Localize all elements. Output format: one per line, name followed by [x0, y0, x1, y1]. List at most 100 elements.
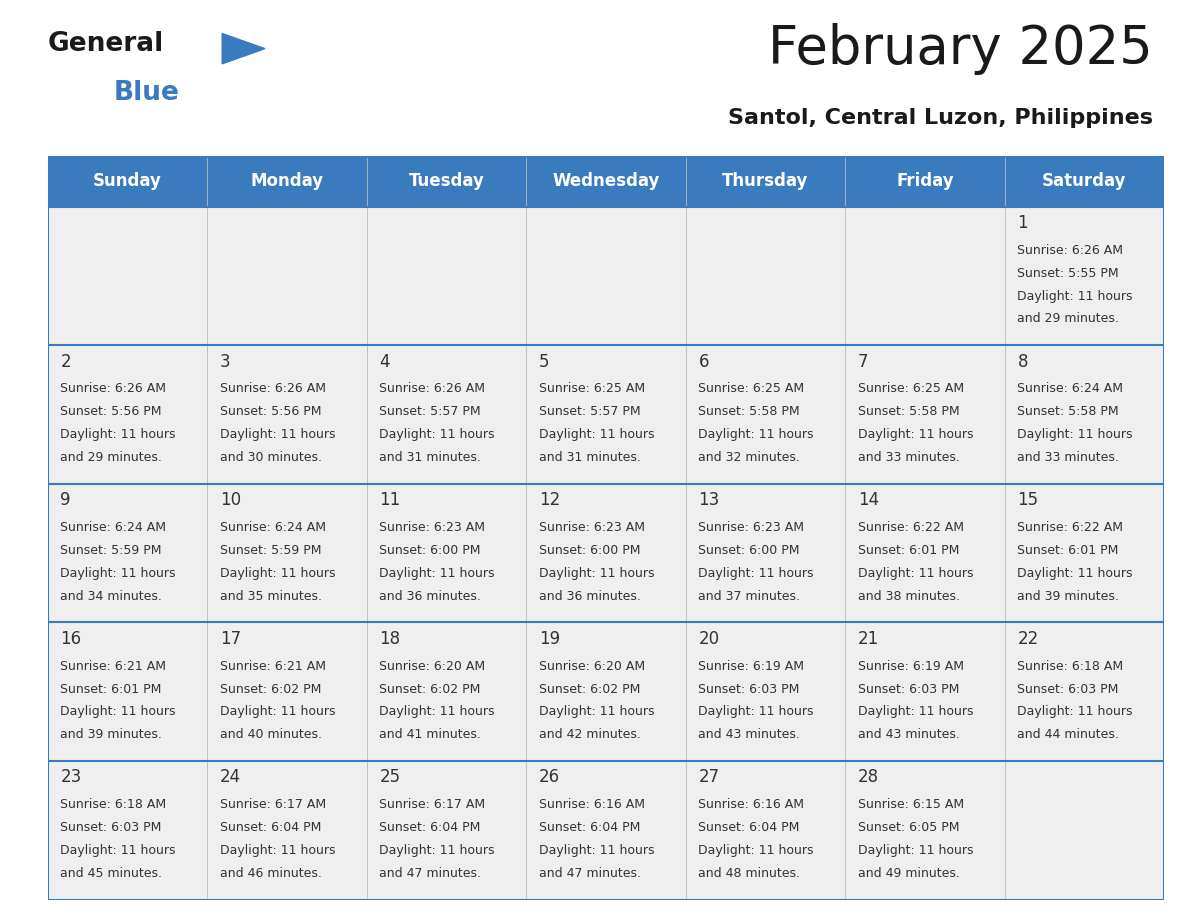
Text: Sunday: Sunday: [93, 173, 162, 190]
Text: Sunset: 6:03 PM: Sunset: 6:03 PM: [858, 683, 960, 696]
Text: 14: 14: [858, 491, 879, 509]
Text: Sunset: 6:00 PM: Sunset: 6:00 PM: [379, 544, 481, 557]
Text: Sunrise: 6:25 AM: Sunrise: 6:25 AM: [699, 383, 804, 396]
Text: and 33 minutes.: and 33 minutes.: [858, 451, 960, 465]
Text: and 48 minutes.: and 48 minutes.: [699, 867, 801, 879]
Text: Monday: Monday: [251, 173, 323, 190]
Text: Sunrise: 6:16 AM: Sunrise: 6:16 AM: [699, 799, 804, 812]
Text: 28: 28: [858, 768, 879, 787]
Text: Sunset: 5:58 PM: Sunset: 5:58 PM: [699, 406, 800, 419]
Text: Daylight: 11 hours: Daylight: 11 hours: [379, 428, 495, 442]
Text: and 47 minutes.: and 47 minutes.: [539, 867, 640, 879]
Text: Sunset: 5:56 PM: Sunset: 5:56 PM: [61, 406, 162, 419]
Text: Sunrise: 6:18 AM: Sunrise: 6:18 AM: [61, 799, 166, 812]
Text: Daylight: 11 hours: Daylight: 11 hours: [220, 566, 335, 580]
Text: Sunset: 6:03 PM: Sunset: 6:03 PM: [1017, 683, 1119, 696]
Text: 27: 27: [699, 768, 720, 787]
Bar: [48, 345, 1164, 484]
Text: Sunset: 5:59 PM: Sunset: 5:59 PM: [220, 544, 321, 557]
Text: and 33 minutes.: and 33 minutes.: [1017, 451, 1119, 465]
Text: Sunrise: 6:24 AM: Sunrise: 6:24 AM: [1017, 383, 1124, 396]
Text: Daylight: 11 hours: Daylight: 11 hours: [61, 705, 176, 719]
Text: Sunset: 6:04 PM: Sunset: 6:04 PM: [539, 821, 640, 834]
Text: and 45 minutes.: and 45 minutes.: [61, 867, 163, 879]
Text: and 36 minutes.: and 36 minutes.: [379, 589, 481, 603]
Text: 8: 8: [1017, 353, 1028, 371]
Text: Sunrise: 6:21 AM: Sunrise: 6:21 AM: [220, 660, 326, 673]
Text: Wednesday: Wednesday: [552, 173, 659, 190]
Text: Sunset: 6:03 PM: Sunset: 6:03 PM: [699, 683, 800, 696]
Text: Daylight: 11 hours: Daylight: 11 hours: [61, 566, 176, 580]
Text: Daylight: 11 hours: Daylight: 11 hours: [858, 844, 973, 857]
Text: Sunrise: 6:23 AM: Sunrise: 6:23 AM: [379, 521, 486, 534]
Text: Daylight: 11 hours: Daylight: 11 hours: [61, 844, 176, 857]
Text: Daylight: 11 hours: Daylight: 11 hours: [379, 705, 495, 719]
Text: Sunrise: 6:24 AM: Sunrise: 6:24 AM: [220, 521, 326, 534]
Text: Daylight: 11 hours: Daylight: 11 hours: [539, 705, 655, 719]
Text: 15: 15: [1017, 491, 1038, 509]
Text: February 2025: February 2025: [769, 23, 1154, 74]
Text: 4: 4: [379, 353, 390, 371]
Text: Sunrise: 6:26 AM: Sunrise: 6:26 AM: [220, 383, 326, 396]
Text: and 37 minutes.: and 37 minutes.: [699, 589, 801, 603]
Bar: [48, 761, 1164, 900]
Text: Daylight: 11 hours: Daylight: 11 hours: [699, 844, 814, 857]
Text: Daylight: 11 hours: Daylight: 11 hours: [220, 428, 335, 442]
Text: Sunset: 5:56 PM: Sunset: 5:56 PM: [220, 406, 321, 419]
Text: Blue: Blue: [114, 80, 179, 106]
Text: and 38 minutes.: and 38 minutes.: [858, 589, 960, 603]
Text: and 35 minutes.: and 35 minutes.: [220, 589, 322, 603]
Text: 25: 25: [379, 768, 400, 787]
Text: and 29 minutes.: and 29 minutes.: [61, 451, 162, 465]
Text: Daylight: 11 hours: Daylight: 11 hours: [858, 705, 973, 719]
Text: Sunset: 6:04 PM: Sunset: 6:04 PM: [220, 821, 321, 834]
Text: Sunset: 6:00 PM: Sunset: 6:00 PM: [699, 544, 800, 557]
Text: Daylight: 11 hours: Daylight: 11 hours: [539, 844, 655, 857]
Text: Daylight: 11 hours: Daylight: 11 hours: [699, 566, 814, 580]
Text: 3: 3: [220, 353, 230, 371]
Text: 7: 7: [858, 353, 868, 371]
Text: Sunrise: 6:15 AM: Sunrise: 6:15 AM: [858, 799, 965, 812]
Bar: [48, 207, 1164, 345]
Text: 6: 6: [699, 353, 709, 371]
Text: Sunrise: 6:18 AM: Sunrise: 6:18 AM: [1017, 660, 1124, 673]
Text: Sunset: 5:58 PM: Sunset: 5:58 PM: [1017, 406, 1119, 419]
Text: 21: 21: [858, 630, 879, 648]
Text: and 30 minutes.: and 30 minutes.: [220, 451, 322, 465]
Text: and 32 minutes.: and 32 minutes.: [699, 451, 801, 465]
Text: Daylight: 11 hours: Daylight: 11 hours: [1017, 289, 1133, 303]
Text: Sunset: 5:57 PM: Sunset: 5:57 PM: [379, 406, 481, 419]
Text: 24: 24: [220, 768, 241, 787]
Text: Daylight: 11 hours: Daylight: 11 hours: [220, 705, 335, 719]
Text: Daylight: 11 hours: Daylight: 11 hours: [1017, 705, 1133, 719]
Text: Sunrise: 6:26 AM: Sunrise: 6:26 AM: [379, 383, 486, 396]
Text: Santol, Central Luzon, Philippines: Santol, Central Luzon, Philippines: [728, 107, 1154, 128]
Text: Sunrise: 6:26 AM: Sunrise: 6:26 AM: [1017, 244, 1124, 257]
Text: and 46 minutes.: and 46 minutes.: [220, 867, 322, 879]
Text: 5: 5: [539, 353, 549, 371]
Text: Sunset: 6:04 PM: Sunset: 6:04 PM: [379, 821, 481, 834]
Bar: [48, 156, 1164, 207]
Text: Sunrise: 6:25 AM: Sunrise: 6:25 AM: [858, 383, 965, 396]
Text: Sunrise: 6:25 AM: Sunrise: 6:25 AM: [539, 383, 645, 396]
Text: 26: 26: [539, 768, 560, 787]
Text: Sunrise: 6:17 AM: Sunrise: 6:17 AM: [379, 799, 486, 812]
Text: and 42 minutes.: and 42 minutes.: [539, 728, 640, 741]
Text: 13: 13: [699, 491, 720, 509]
Text: Sunrise: 6:17 AM: Sunrise: 6:17 AM: [220, 799, 326, 812]
Text: Daylight: 11 hours: Daylight: 11 hours: [539, 428, 655, 442]
Text: Sunset: 5:57 PM: Sunset: 5:57 PM: [539, 406, 640, 419]
Text: Daylight: 11 hours: Daylight: 11 hours: [858, 566, 973, 580]
Text: and 31 minutes.: and 31 minutes.: [379, 451, 481, 465]
Text: and 34 minutes.: and 34 minutes.: [61, 589, 162, 603]
Text: Sunrise: 6:23 AM: Sunrise: 6:23 AM: [539, 521, 645, 534]
Text: Daylight: 11 hours: Daylight: 11 hours: [379, 566, 495, 580]
Text: and 44 minutes.: and 44 minutes.: [1017, 728, 1119, 741]
Text: Saturday: Saturday: [1042, 173, 1126, 190]
Text: Thursday: Thursday: [722, 173, 809, 190]
Text: and 39 minutes.: and 39 minutes.: [1017, 589, 1119, 603]
Text: and 39 minutes.: and 39 minutes.: [61, 728, 162, 741]
Text: 11: 11: [379, 491, 400, 509]
Text: and 40 minutes.: and 40 minutes.: [220, 728, 322, 741]
Text: Sunrise: 6:16 AM: Sunrise: 6:16 AM: [539, 799, 645, 812]
